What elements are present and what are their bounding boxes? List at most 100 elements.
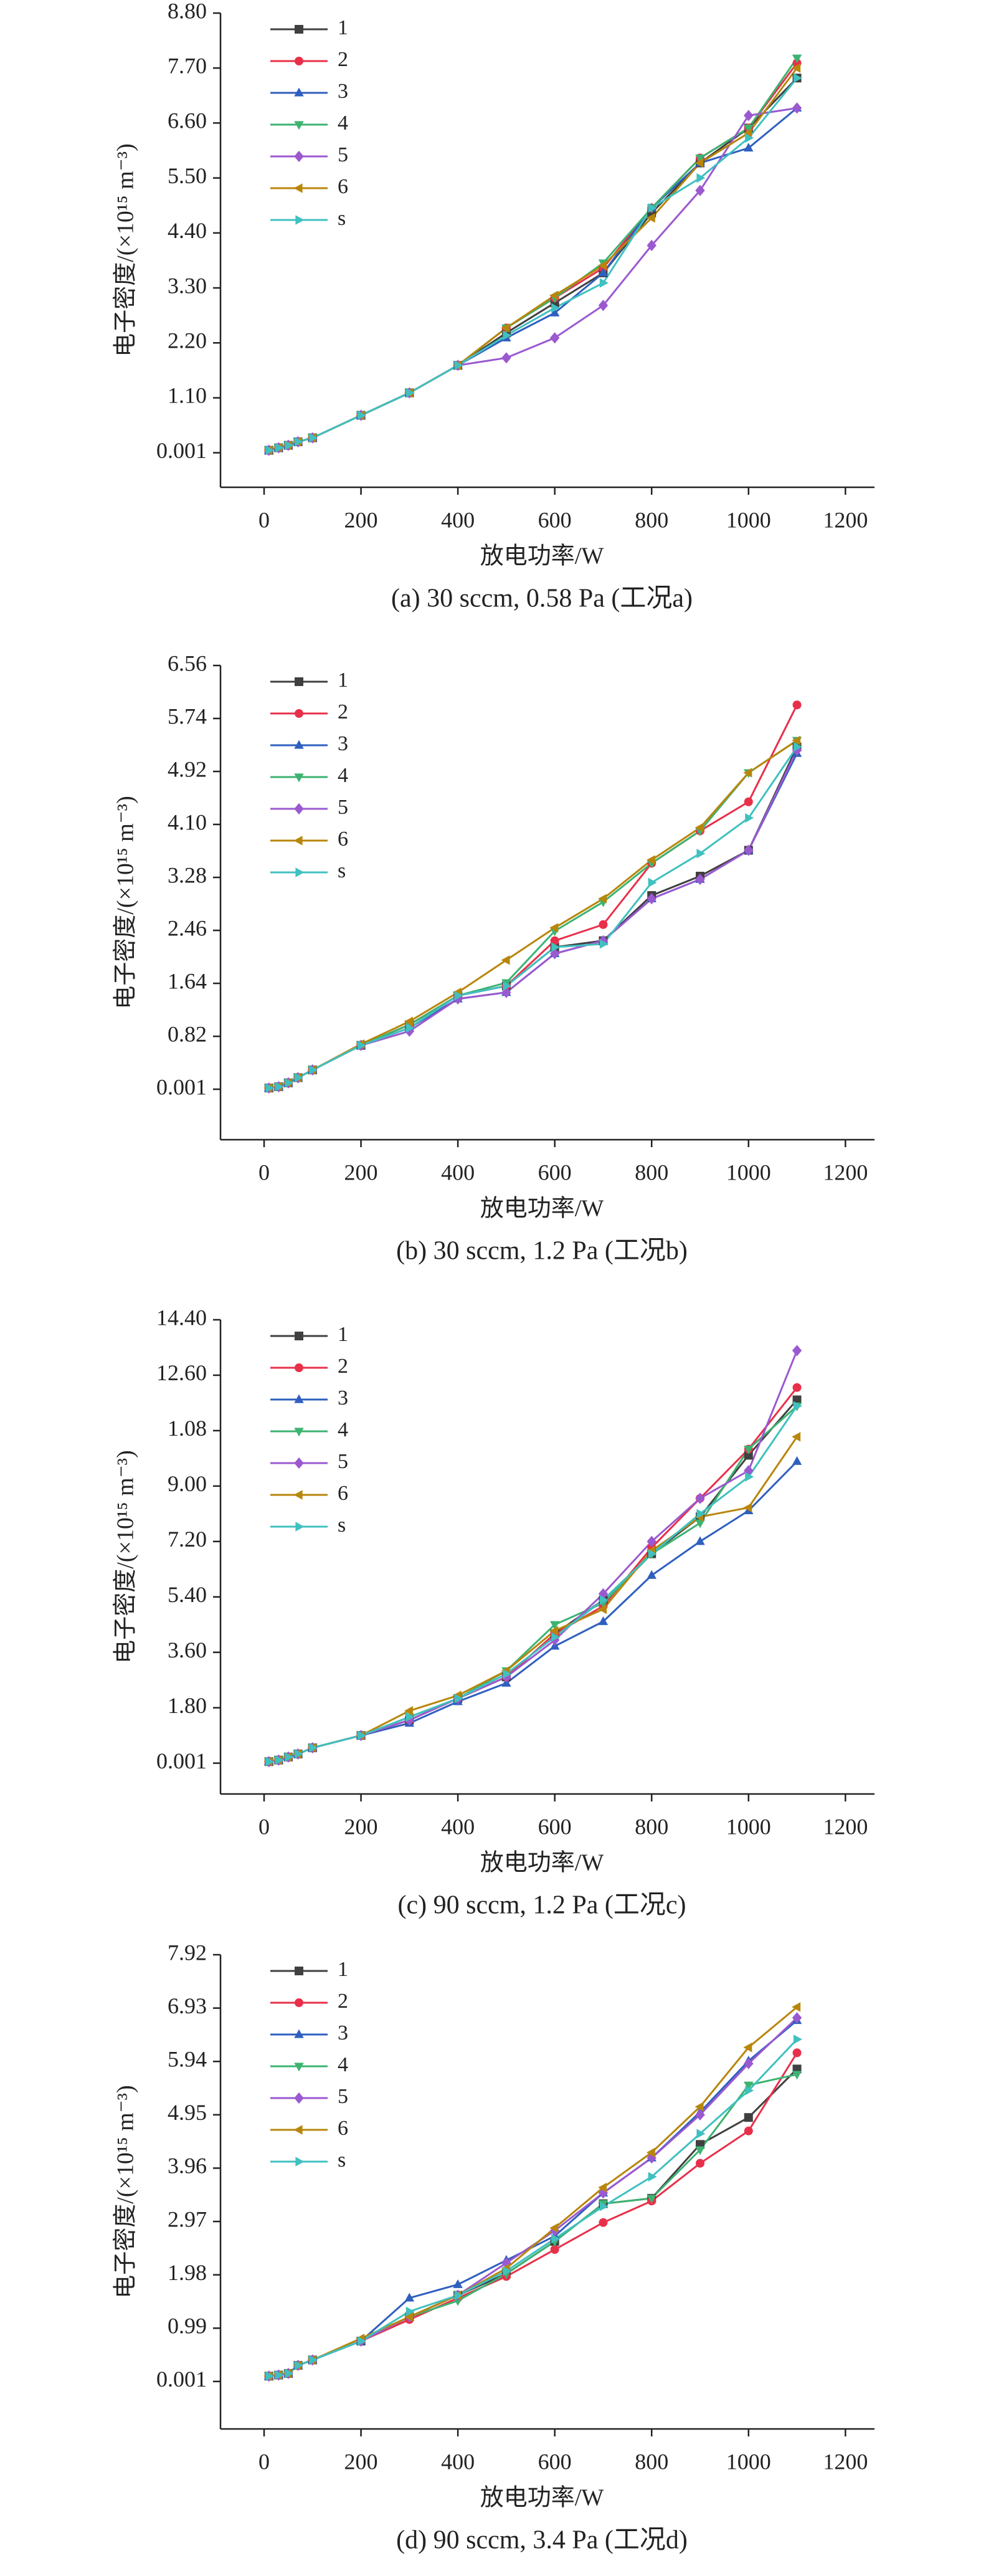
marker <box>696 2129 706 2139</box>
x-tick-label: 1200 <box>823 1814 868 1839</box>
marker <box>648 1548 657 1559</box>
marker <box>793 2035 802 2044</box>
legend-label: 4 <box>338 112 348 135</box>
x-tick-label: 600 <box>538 2449 572 2474</box>
y-tick-label: 3.28 <box>168 862 207 887</box>
marker <box>599 2202 609 2211</box>
x-tick-label: 200 <box>344 2449 378 2474</box>
legend-marker <box>295 709 303 718</box>
legend-label: 5 <box>338 143 348 166</box>
marker <box>404 1016 413 1026</box>
x-tick-label: 800 <box>635 1814 668 1839</box>
marker <box>454 1694 463 1704</box>
y-tick-label: 4.95 <box>168 2100 207 2125</box>
y-tick-label: 6.60 <box>168 108 207 133</box>
marker <box>647 893 656 905</box>
marker <box>598 2182 607 2193</box>
y-axis-label: 电子密度/(×10¹⁵ m⁻³) <box>113 1450 139 1663</box>
marker <box>743 768 752 778</box>
legend-marker <box>295 1967 303 1975</box>
legend-marker <box>294 773 304 783</box>
marker <box>549 1626 559 1636</box>
y-tick-label: 1.80 <box>168 1693 207 1718</box>
marker <box>744 2058 754 2069</box>
marker <box>454 991 463 1001</box>
legend-label: 5 <box>338 1450 348 1473</box>
legend-label: 3 <box>338 732 348 755</box>
y-axis-label: 电子密度/(×10¹⁵ m⁻³) <box>113 796 139 1009</box>
legend-label: s <box>338 859 346 882</box>
marker <box>550 2245 559 2254</box>
x-tick-label: 400 <box>441 2449 475 2474</box>
marker <box>744 2113 753 2122</box>
legend-marker <box>294 150 304 163</box>
marker <box>501 352 511 364</box>
marker <box>792 1345 802 1357</box>
marker <box>744 844 754 856</box>
y-tick-label: 14.40 <box>156 1305 207 1330</box>
legend-marker <box>293 183 303 193</box>
legend-label: s <box>338 207 346 230</box>
legend-label: 6 <box>338 1482 348 1505</box>
marker <box>647 2195 656 2204</box>
y-tick-label: 2.97 <box>168 2206 207 2231</box>
marker <box>599 2218 608 2227</box>
y-tick-label: 4.40 <box>168 218 207 243</box>
y-tick-label: 3.96 <box>168 2154 207 2178</box>
y-tick-label: 6.56 <box>168 651 207 675</box>
marker <box>501 955 510 965</box>
legend-marker <box>295 867 305 877</box>
marker <box>694 823 704 832</box>
y-tick-label: 7.70 <box>168 53 207 78</box>
y-tick-label: 1.10 <box>168 383 207 408</box>
marker <box>695 2146 705 2155</box>
legend-label: 1 <box>338 1958 348 1981</box>
marker <box>695 874 705 885</box>
marker <box>357 1730 366 1740</box>
marker <box>294 1749 303 1759</box>
marker <box>744 1451 753 1460</box>
marker <box>357 1040 366 1051</box>
marker <box>549 307 560 317</box>
legend-marker <box>295 25 303 34</box>
marker <box>454 360 463 371</box>
x-tick-label: 0 <box>258 507 270 532</box>
caption: (a) 30 sccm, 0.58 Pa (工况a) <box>391 584 693 613</box>
y-tick-label: 0.001 <box>156 2367 207 2392</box>
x-tick-label: 1200 <box>823 507 868 532</box>
legend-marker <box>294 803 304 815</box>
y-axis-label: 电子密度/(×10¹⁵ m⁻³) <box>113 2085 139 2298</box>
x-tick-label: 400 <box>441 507 475 532</box>
legend-marker <box>293 1490 303 1500</box>
legend-marker <box>294 1394 304 1403</box>
marker <box>549 290 559 300</box>
marker <box>598 300 609 312</box>
marker <box>696 173 706 183</box>
marker <box>696 849 706 859</box>
marker <box>792 2012 802 2024</box>
x-tick-label: 800 <box>635 507 668 532</box>
legend-marker <box>295 1332 303 1340</box>
legend-marker <box>294 121 304 130</box>
legend-marker <box>293 836 303 846</box>
marker <box>404 2312 413 2322</box>
marker <box>551 1632 561 1642</box>
marker <box>646 213 655 223</box>
marker <box>744 143 754 152</box>
marker <box>275 1082 284 1092</box>
y-tick-label: 1.08 <box>168 1416 207 1441</box>
y-tick-label: 0.001 <box>156 1074 207 1099</box>
legend-marker <box>295 1998 303 2007</box>
legend-label: 4 <box>338 2053 348 2076</box>
marker <box>694 2102 704 2112</box>
marker <box>599 278 609 288</box>
marker <box>792 2002 801 2012</box>
marker <box>793 742 802 752</box>
y-tick-label: 7.20 <box>168 1527 207 1552</box>
marker <box>744 2126 753 2135</box>
marker <box>744 124 754 133</box>
marker <box>404 1705 413 1716</box>
y-tick-label: 12.60 <box>156 1360 207 1385</box>
marker <box>792 2071 802 2080</box>
legend-label: 5 <box>338 796 348 819</box>
